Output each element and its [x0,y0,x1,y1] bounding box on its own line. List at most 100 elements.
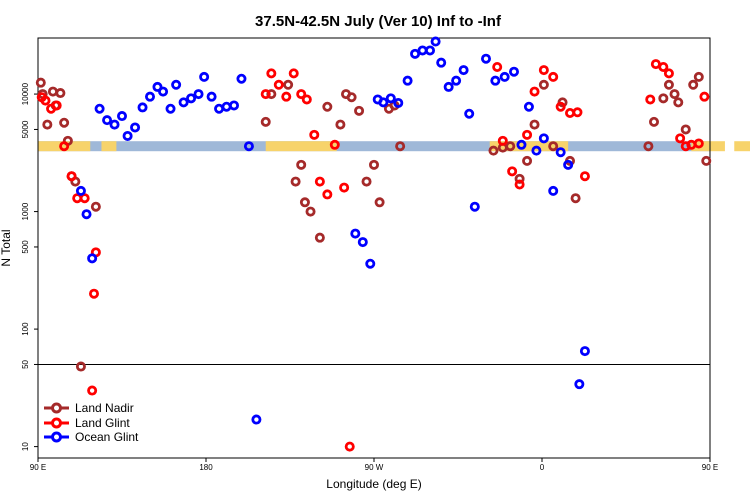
point-land-glint [507,166,518,177]
point-land-nadir [669,89,680,100]
point-land-glint [273,79,284,90]
band-layer [38,141,750,152]
point-ocean-glint [516,139,527,150]
point-land-glint [87,385,98,396]
legend-label-land-nadir: Land Nadir [75,401,134,415]
point-land-glint [79,193,90,204]
point-land-nadir [673,97,684,108]
y-axis-label: N Total [0,229,13,266]
x-axis-label: Longitude (deg E) [326,477,421,491]
point-ocean-glint [152,81,163,92]
point-land-nadir [354,105,365,116]
point-ocean-glint [579,346,590,357]
point-ocean-glint [221,101,232,112]
point-land-glint [281,91,292,102]
band-segment [38,141,91,152]
point-land-nadir [529,119,540,130]
point-ocean-glint [458,65,469,76]
point-land-nadir [538,79,549,90]
legend-marker-ocean-glint [51,431,62,443]
point-land-nadir [693,71,704,82]
point-ocean-glint [144,91,155,102]
point-land-glint [565,108,576,119]
point-ocean-glint [443,81,454,92]
band-segment [101,141,117,152]
point-ocean-glint [385,93,396,104]
point-land-glint [314,176,325,187]
y-tick-label: 1000 [21,202,30,220]
legend-label-ocean-glint: Ocean Glint [75,430,139,444]
point-land-nadir [42,119,53,130]
point-ocean-glint [357,237,368,248]
y-tick-label: 5000 [21,120,30,138]
point-land-glint [645,94,656,105]
point-ocean-glint [94,103,105,114]
point-ocean-glint [393,97,404,108]
point-land-glint [339,182,350,193]
point-ocean-glint [538,133,549,144]
point-ocean-glint [228,100,239,111]
x-tick-label: 180 [199,463,213,472]
x-tick-label: 90 E [30,463,46,472]
point-land-glint [51,100,62,111]
point-land-nadir [514,173,525,184]
legend-label-land-glint: Land Glint [75,416,130,430]
point-ocean-glint [206,91,217,102]
point-ocean-glint [251,414,262,425]
point-land-nadir [548,141,559,152]
point-ocean-glint [75,185,86,196]
point-ocean-glint [171,79,182,90]
legend-entry-land-nadir: Land Nadir [44,401,134,415]
point-land-nadir [47,86,58,97]
point-ocean-glint [451,75,462,86]
point-land-nadir [395,141,406,152]
point-land-glint [663,68,674,79]
point-land-nadir [90,201,101,212]
point-ocean-glint [402,75,413,86]
point-land-glint [66,171,77,182]
point-ocean-glint [165,103,176,114]
point-land-glint [309,129,320,140]
data-points [35,36,712,452]
point-ocean-glint [365,258,376,269]
point-ocean-glint [137,102,148,113]
point-ocean-glint [574,379,585,390]
point-land-nadir [522,155,533,166]
point-land-nadir [296,159,307,170]
point-land-nadir [75,361,86,372]
legend-marker-land-nadir [51,402,62,414]
point-ocean-glint [490,75,501,86]
x-tick-label: 90 W [365,463,384,472]
point-ocean-glint [548,185,559,196]
point-land-nadir [663,79,674,90]
point-land-glint [40,95,51,106]
point-ocean-glint [350,228,361,239]
point-land-glint [579,171,590,182]
point-land-glint [322,189,333,200]
point-land-nadir [335,119,346,130]
point-land-nadir [368,159,379,170]
point-land-nadir [374,197,385,208]
point-land-nadir [361,176,372,187]
point-land-nadir [643,141,654,152]
x-tick-label: 0 [540,463,545,472]
legend: Land Nadir Land Glint Ocean Glint [44,401,139,444]
point-land-nadir [505,141,516,152]
point-ocean-glint [499,71,510,82]
point-land-glint [675,133,686,144]
point-land-glint [514,179,525,190]
point-land-glint [522,129,533,140]
band-segment [265,141,337,152]
y-tick-label: 50 [21,359,30,368]
point-land-glint [492,61,503,72]
point-land-nadir [35,77,46,88]
point-land-nadir [305,206,316,217]
point-land-nadir [701,155,712,166]
point-ocean-glint [109,119,120,130]
point-ocean-glint [122,130,133,141]
point-land-nadir [346,92,357,103]
series-land-glint [36,59,710,452]
point-ocean-glint [523,101,534,112]
point-ocean-glint [236,73,247,84]
point-ocean-glint [87,253,98,264]
